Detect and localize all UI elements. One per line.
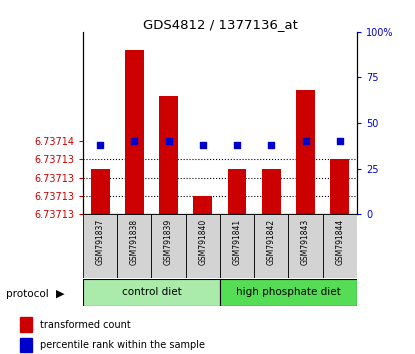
Text: GSM791837: GSM791837 <box>95 219 105 265</box>
Bar <box>125 50 144 214</box>
Text: GSM791838: GSM791838 <box>130 219 139 265</box>
FancyBboxPatch shape <box>151 214 186 278</box>
FancyBboxPatch shape <box>186 214 220 278</box>
Bar <box>20 317 32 332</box>
Bar <box>20 338 32 352</box>
FancyBboxPatch shape <box>323 214 357 278</box>
Point <box>97 142 103 148</box>
Point <box>131 138 138 144</box>
Text: GSM791840: GSM791840 <box>198 219 208 265</box>
Bar <box>228 169 247 214</box>
FancyBboxPatch shape <box>83 279 220 306</box>
FancyBboxPatch shape <box>254 214 288 278</box>
Text: transformed count: transformed count <box>39 320 130 330</box>
Point <box>337 138 343 144</box>
Bar <box>159 96 178 214</box>
Text: percentile rank within the sample: percentile rank within the sample <box>39 340 205 350</box>
Bar <box>296 90 315 214</box>
Text: GSM791843: GSM791843 <box>301 219 310 265</box>
FancyBboxPatch shape <box>288 214 323 278</box>
Point <box>165 138 172 144</box>
Bar <box>91 169 110 214</box>
Text: GSM791841: GSM791841 <box>232 219 242 265</box>
Point <box>268 142 275 148</box>
Text: GSM791844: GSM791844 <box>335 219 344 265</box>
Title: GDS4812 / 1377136_at: GDS4812 / 1377136_at <box>142 18 298 31</box>
Text: ▶: ▶ <box>56 289 64 299</box>
FancyBboxPatch shape <box>117 214 151 278</box>
Text: protocol: protocol <box>6 289 49 299</box>
FancyBboxPatch shape <box>220 214 254 278</box>
Bar <box>262 169 281 214</box>
Text: GSM791842: GSM791842 <box>267 219 276 265</box>
FancyBboxPatch shape <box>83 214 117 278</box>
Bar <box>330 160 349 214</box>
Point <box>302 138 309 144</box>
Point <box>200 142 206 148</box>
Bar <box>193 196 212 214</box>
Text: GSM791839: GSM791839 <box>164 219 173 265</box>
Point <box>234 142 240 148</box>
Text: control diet: control diet <box>122 287 181 297</box>
Text: high phosphate diet: high phosphate diet <box>236 287 341 297</box>
FancyBboxPatch shape <box>220 279 357 306</box>
